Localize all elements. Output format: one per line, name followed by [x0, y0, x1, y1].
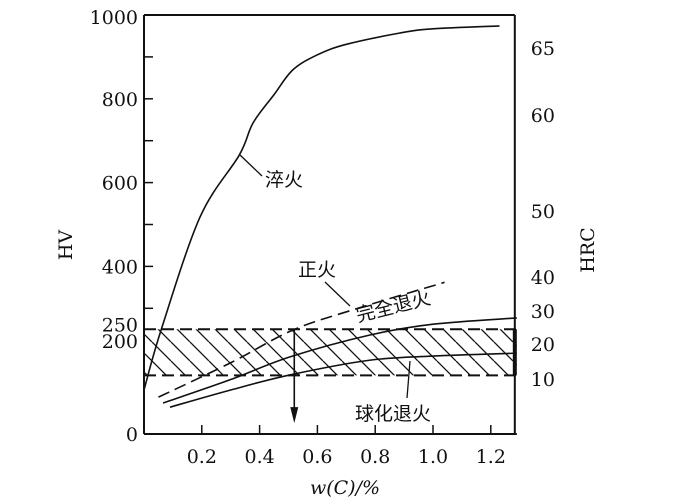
right-tick-label: 40 [531, 267, 555, 289]
full-anneal-curve [158, 281, 445, 398]
y-tick-label: 400 [102, 256, 138, 278]
x-tick-label: 0.8 [360, 446, 390, 468]
y-tick-label: 250 [102, 314, 138, 336]
x-tick-label: 0.2 [187, 446, 217, 468]
y-axis-label: HV [55, 230, 77, 261]
arrow-head-icon [290, 407, 299, 424]
annotation-normalize: 正火 [298, 259, 336, 281]
x-tick-label: 1.0 [418, 446, 448, 468]
y-tick-label: 200 [102, 331, 138, 353]
right-tick-label: 30 [531, 301, 555, 323]
x-tick-label: 0.6 [302, 446, 332, 468]
right-tick-label: 10 [531, 369, 555, 391]
x-tick-label: 0.4 [244, 446, 274, 468]
right-tick-label: 20 [531, 334, 555, 356]
leader-normalize [324, 281, 351, 307]
y-tick-label: 600 [102, 173, 138, 195]
right-tick-label: 65 [531, 38, 555, 60]
quench-curve [143, 25, 500, 391]
x-axis-label: w(C)/% [310, 477, 380, 499]
right-tick-label: 60 [531, 105, 555, 127]
x-tick-label: 1.2 [476, 446, 506, 468]
y-tick-label: 0 [126, 424, 138, 446]
recommended-hardness-band [144, 328, 517, 377]
y-tick-label: 1000 [90, 7, 138, 29]
annotation-spheroidize: 球化退火 [355, 403, 431, 425]
annotation-full-anneal: 完全退火 [354, 287, 433, 327]
y-right-axis-label: HRC [577, 227, 599, 272]
normalize-curve [162, 317, 517, 404]
leader-spheroidize [406, 360, 411, 399]
series-group [143, 25, 517, 424]
spheroidize-curve [169, 352, 517, 408]
annotation-quench: 淬火 [265, 169, 303, 191]
hatched-band [144, 329, 517, 376]
y-tick-label: 800 [102, 89, 138, 111]
right-tick-label: 50 [531, 201, 555, 223]
leader-quench [239, 154, 263, 177]
